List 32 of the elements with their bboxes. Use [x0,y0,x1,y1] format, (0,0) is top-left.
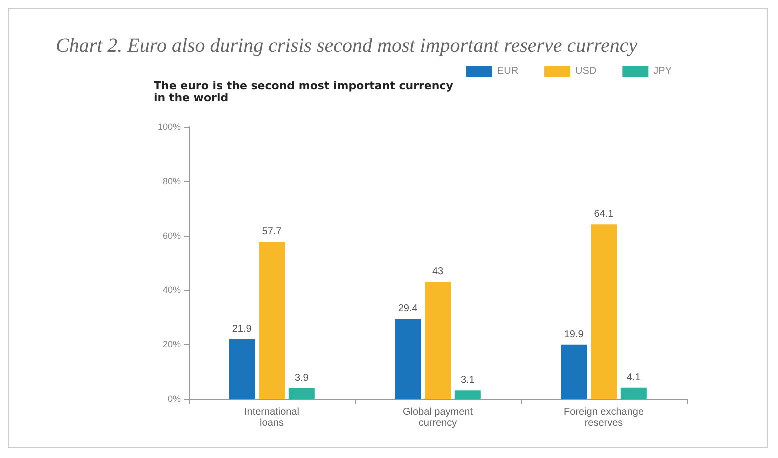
bar [454,390,481,399]
bar [395,319,422,399]
data-label: 21.9 [232,324,252,335]
bar [229,339,256,399]
legend-label: JPY [654,66,672,77]
data-label: 3.1 [460,375,476,386]
legend-label: EUR [497,66,519,77]
data-label: 57.7 [262,226,282,238]
data-label: 4.1 [626,372,642,384]
x-tick-label: Global payment currency [402,407,474,429]
bar [561,344,588,399]
x-tick-label: International loans [244,407,300,429]
y-tick-label: 100% [158,122,181,132]
legend-label: USD [576,66,597,77]
y-tick-label: 80% [162,176,181,186]
y-tick-label: 20% [162,340,181,350]
bar [591,224,617,399]
x-tick-label: Foreign exchange reserves [564,407,644,429]
data-label: 29.4 [398,304,418,315]
chart-title: Chart 2. Euro also during crisis second most important reserve currency [56,35,638,57]
bar [620,388,647,399]
bar [288,388,315,399]
data-label: 64.1 [594,209,614,220]
chart-subtitle: The euro is the second most important currency in the world [154,80,454,104]
data-label: 3.9 [294,372,310,384]
bar [259,242,285,399]
y-tick-label: 60% [162,230,181,241]
y-tick-label: 40% [162,285,181,296]
data-label: 19.9 [564,329,584,340]
y-tick-label: 0% [168,394,181,404]
data-label: 43 [432,266,444,278]
bar [425,282,451,399]
